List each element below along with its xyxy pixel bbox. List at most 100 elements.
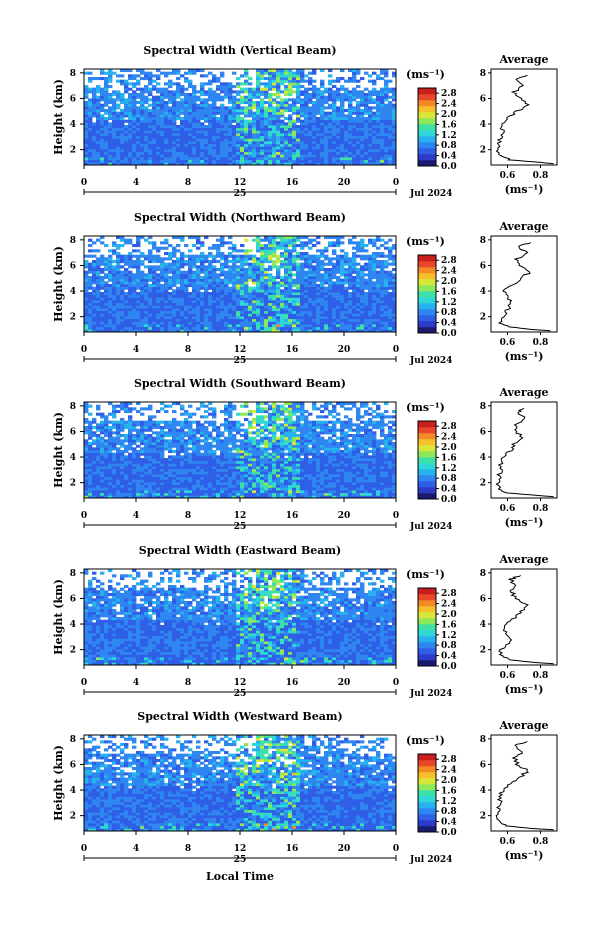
heatmap-cell <box>128 146 133 150</box>
heatmap-cell <box>184 254 189 258</box>
heatmap-cell <box>388 316 393 320</box>
heatmap-cell <box>324 308 329 312</box>
heatmap-cell <box>384 133 389 137</box>
heatmap-cell <box>272 316 277 320</box>
heatmap-cell <box>252 143 257 147</box>
heatmap-cell <box>340 114 345 118</box>
heatmap-cell <box>280 241 285 245</box>
heatmap-cell <box>172 154 177 158</box>
heatmap-cell <box>384 260 389 264</box>
heatmap-cell <box>104 87 109 91</box>
heatmap-cell <box>272 321 277 325</box>
heatmap-cell <box>136 154 141 158</box>
heatmap-cell <box>216 294 221 298</box>
heatmap-cell <box>384 292 389 296</box>
heatmap-cell <box>320 109 325 113</box>
heatmap-cell <box>380 90 385 94</box>
heatmap-cell <box>280 109 285 113</box>
heatmap-cell <box>108 77 113 81</box>
heatmap-cell <box>236 85 241 89</box>
heatmap-cell <box>388 262 393 266</box>
heatmap-cell <box>164 127 169 131</box>
heatmap-cell <box>376 74 381 78</box>
heatmap-cell <box>388 95 393 99</box>
heatmap-cell <box>112 125 117 129</box>
heatmap-cell <box>116 262 121 266</box>
heatmap-cell <box>116 141 121 145</box>
heatmap-cell <box>204 236 209 240</box>
heatmap-cell <box>180 127 185 131</box>
heatmap-cell <box>128 95 133 99</box>
heatmap-cell <box>224 162 229 166</box>
heatmap-cell <box>332 495 337 499</box>
heatmap-cell <box>168 114 173 118</box>
heatmap-cell <box>224 82 229 86</box>
heatmap-cell <box>216 289 221 293</box>
heatmap-cell <box>128 98 133 102</box>
heatmap-cell <box>372 329 377 333</box>
heatmap-cell <box>340 141 345 145</box>
heatmap-cell <box>212 95 217 99</box>
heatmap-cell <box>352 286 357 290</box>
heatmap-cell <box>132 302 137 306</box>
heatmap-cell <box>292 122 297 126</box>
heatmap-cell <box>200 114 205 118</box>
heatmap-cell <box>144 305 149 309</box>
heatmap-cell <box>248 276 253 280</box>
heatmap-cell <box>228 495 233 499</box>
heatmap-cell <box>308 294 313 298</box>
heatmap-cell <box>208 141 213 145</box>
heatmap-cell <box>164 292 169 296</box>
heatmap-cell <box>312 114 317 118</box>
heatmap-cell <box>92 321 97 325</box>
heatmap-cell <box>348 146 353 150</box>
heatmap-cell <box>172 103 177 107</box>
heatmap-cell <box>260 284 265 288</box>
heatmap-cell <box>220 300 225 304</box>
heatmap-cell <box>112 278 117 282</box>
heatmap-cell <box>88 321 93 325</box>
heatmap-cell <box>296 106 301 110</box>
heatmap-cell <box>260 273 265 277</box>
heatmap-cell <box>232 151 237 155</box>
heatmap-cell <box>200 313 205 317</box>
heatmap-cell <box>360 249 365 253</box>
heatmap-cell <box>368 260 373 264</box>
heatmap-cell <box>392 281 397 285</box>
y-tick-label: 8 <box>70 69 76 79</box>
heatmap-cell <box>100 71 105 75</box>
heatmap-cell <box>324 270 329 274</box>
heatmap-cell <box>252 257 257 261</box>
heatmap-cell <box>388 278 393 282</box>
heatmap-cell <box>228 286 233 290</box>
heatmap-cell <box>340 329 345 333</box>
heatmap-cell <box>344 302 349 306</box>
heatmap-cell <box>264 125 269 129</box>
heatmap-cell <box>284 130 289 134</box>
heatmap-cell <box>248 268 253 272</box>
heatmap-cell <box>292 90 297 94</box>
heatmap-cell <box>268 289 273 293</box>
heatmap-cell <box>332 103 337 107</box>
heatmap-cell <box>360 151 365 155</box>
heatmap-cell <box>196 289 201 293</box>
heatmap-cell <box>312 125 317 129</box>
heatmap-cell <box>92 77 97 81</box>
heatmap-cell <box>352 324 357 328</box>
heatmap-cell <box>92 297 97 301</box>
heatmap-cell <box>344 114 349 118</box>
heatmap-cell <box>224 305 229 309</box>
heatmap-cell <box>312 109 317 113</box>
heatmap-cell <box>328 79 333 83</box>
heatmap-cell <box>368 294 373 298</box>
heatmap-cell <box>152 273 157 277</box>
heatmap-cell <box>324 146 329 150</box>
heatmap-cell <box>220 324 225 328</box>
heatmap-cell <box>100 286 105 290</box>
heatmap-cell <box>268 82 273 86</box>
heatmap-cell <box>380 268 385 272</box>
heatmap-cell <box>240 308 245 312</box>
heatmap-cell <box>272 276 277 280</box>
heatmap-cell <box>132 326 137 330</box>
heatmap-cell <box>192 85 197 89</box>
